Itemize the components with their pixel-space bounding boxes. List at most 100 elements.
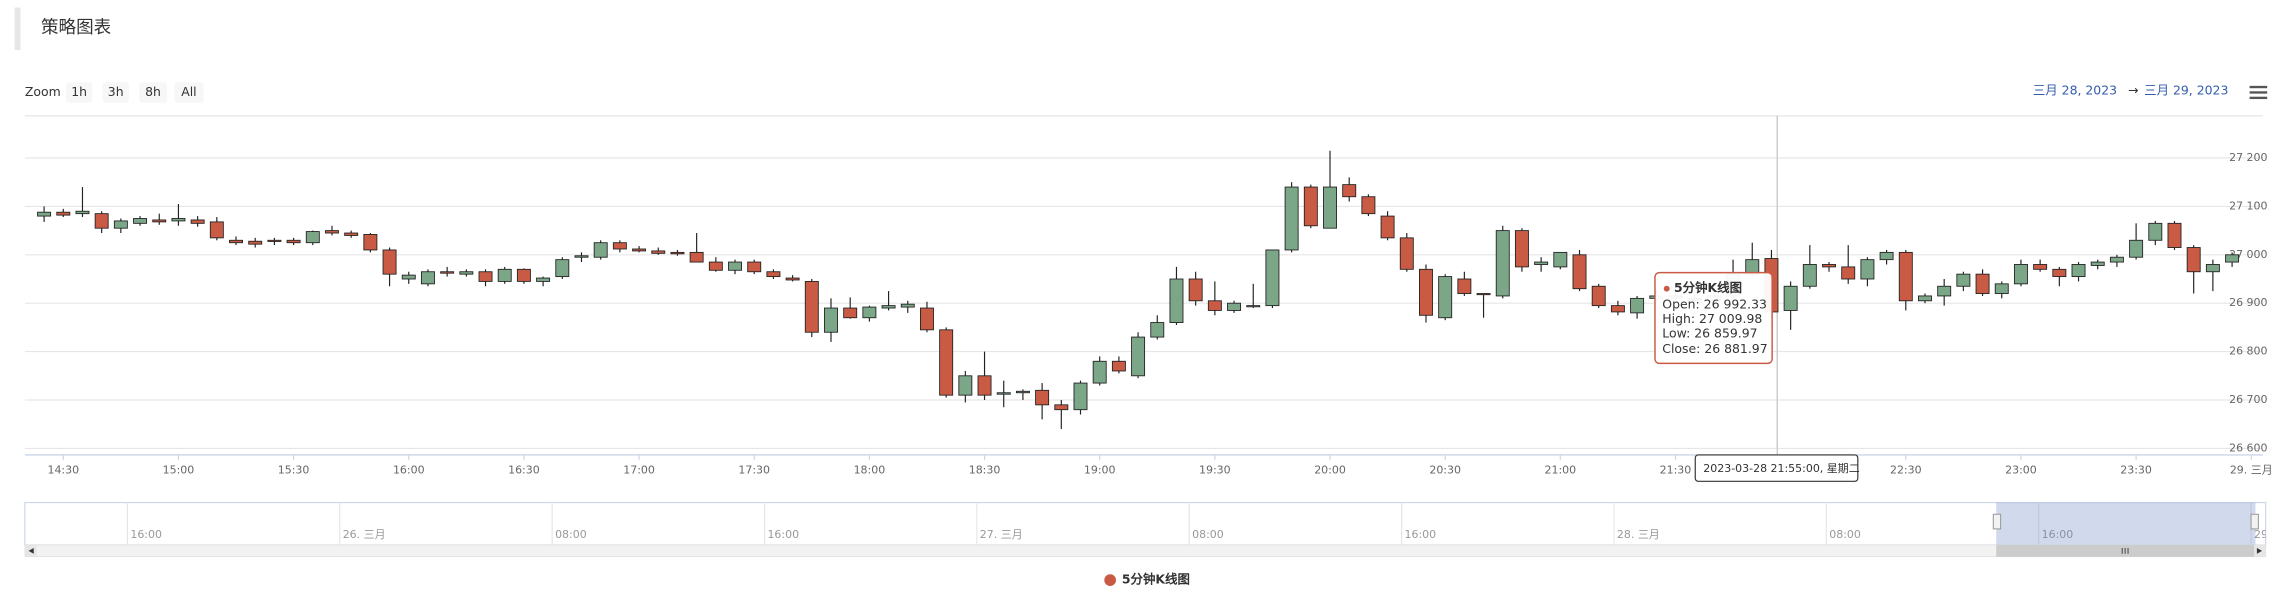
candle-body — [1150, 322, 1165, 338]
candle-body — [440, 271, 455, 274]
zoom-button-bg — [102, 82, 129, 103]
candle-body — [1092, 360, 1107, 384]
candle-body — [1035, 389, 1050, 406]
candle-body — [536, 277, 551, 282]
x-tick-label: 19:00 — [1084, 463, 1116, 476]
candle-body — [420, 271, 435, 285]
candle-body — [1323, 186, 1337, 229]
x-tick-label: 29. 三月 — [2230, 463, 2273, 476]
candle-body — [1361, 196, 1376, 215]
candle-body — [113, 220, 128, 229]
candles — [37, 150, 2240, 430]
x-tick-label: 17:30 — [738, 463, 770, 476]
candle-body — [593, 242, 608, 258]
candle-body — [1553, 251, 1568, 268]
x-tick-label: 21:00 — [1545, 463, 1577, 476]
legend-marker — [1104, 574, 1117, 587]
candle-body — [632, 248, 647, 252]
x-tick-label: 18:00 — [854, 463, 886, 476]
navigator-label: 16:00 — [2042, 528, 2074, 541]
candle-body — [1937, 285, 1952, 297]
candle-body — [363, 234, 378, 251]
navigator-label: 16:00 — [767, 528, 799, 541]
zoom-button-label[interactable]: 8h — [145, 84, 161, 99]
x-tick-label: 19:30 — [1199, 463, 1231, 476]
candle-body — [612, 242, 627, 250]
candle-body — [900, 303, 915, 308]
y-tick-label: 26 600 — [2229, 441, 2267, 454]
candle-body — [843, 307, 858, 319]
scrollbar[interactable] — [24, 544, 2267, 558]
zoom-button[interactable]: 1h — [65, 82, 93, 103]
tooltip-line: Close: 26 881.97 — [1662, 341, 1767, 356]
zoom-button-label[interactable]: All — [181, 84, 196, 99]
zoom-buttons: 1h 3h 8h All — [65, 82, 204, 103]
candle-body — [1610, 305, 1625, 313]
zoom-button[interactable]: All — [174, 82, 204, 103]
x-tick-label: 15:00 — [163, 463, 195, 476]
zoom-button-label[interactable]: 1h — [71, 84, 87, 99]
candle-body — [1495, 230, 1510, 297]
navigator[interactable]: 16:00 26. 三月 08:00 16:00 27. 三月 08:00 16:00 28.… — [24, 501, 2272, 546]
navigator-label: 08:00 — [1192, 528, 1224, 541]
candle-body — [152, 219, 167, 223]
candle-body — [689, 251, 704, 263]
candle-body — [190, 219, 205, 224]
x-tick-label: 21:30 — [1660, 463, 1692, 476]
range-from[interactable]: 三月 28, 2023 — [2033, 82, 2117, 97]
candle-body — [1265, 249, 1280, 307]
candle-body — [1783, 285, 1798, 311]
candle-body — [747, 261, 762, 273]
zoom-button[interactable]: 8h — [139, 82, 167, 103]
candle-body — [1246, 305, 1261, 308]
legend-label[interactable]: 5分钟K线图 — [1122, 572, 1190, 587]
menu-button[interactable] — [2249, 85, 2268, 100]
candle-body — [1918, 295, 1932, 302]
candle-body — [2167, 222, 2182, 248]
legend[interactable]: 5分钟K线图 — [1104, 572, 1190, 587]
candle-body — [862, 306, 877, 319]
navigator-label: 08:00 — [1829, 528, 1861, 541]
x-tick-label: 20:00 — [1314, 463, 1346, 476]
candle-body — [2052, 268, 2067, 278]
tooltip-title: 5分钟K线图 — [1674, 280, 1742, 295]
tooltip-line: High: 27 009.98 — [1662, 311, 1762, 326]
zoom-button[interactable]: 3h — [102, 82, 129, 103]
candle-body — [2186, 247, 2201, 273]
candle-body — [1822, 264, 1836, 268]
candle-body — [1399, 237, 1414, 270]
candle-body — [37, 211, 52, 217]
candle-body — [555, 259, 570, 278]
candle-body — [2013, 264, 2028, 285]
candle-body — [286, 239, 301, 244]
candle-body — [977, 375, 992, 396]
candle-body — [1630, 297, 1645, 314]
y-tick-label: 27 100 — [2229, 199, 2267, 212]
candle-body — [305, 231, 320, 244]
x-tick-label: 23:30 — [2120, 463, 2152, 476]
candle-body — [325, 230, 339, 234]
candle-body — [1188, 278, 1203, 302]
candle-body — [958, 375, 973, 396]
candle-body — [1073, 382, 1088, 411]
zoom-button-label[interactable]: 3h — [108, 84, 124, 99]
candle-body — [75, 210, 90, 215]
y-tick-label: 27 200 — [2229, 151, 2267, 164]
candle-body — [248, 240, 263, 245]
y-tick-label: 26 900 — [2229, 296, 2267, 309]
candle-body — [1860, 259, 1875, 280]
zoom-button-bg — [139, 82, 167, 103]
candle-body — [1572, 254, 1587, 290]
x-tick-label: 16:00 — [393, 463, 425, 476]
zoom-button-bg — [174, 82, 204, 103]
candle-body — [1227, 302, 1242, 311]
navigator-label: 16:00 — [1405, 528, 1437, 541]
candle-body — [1457, 278, 1472, 294]
x-tick-label: 18:30 — [969, 463, 1001, 476]
candle-body — [670, 251, 685, 255]
range-to[interactable]: 三月 29, 2023 — [2144, 82, 2228, 97]
candle-body — [651, 250, 666, 254]
candle-body — [267, 239, 282, 242]
candle-body — [1342, 184, 1357, 198]
